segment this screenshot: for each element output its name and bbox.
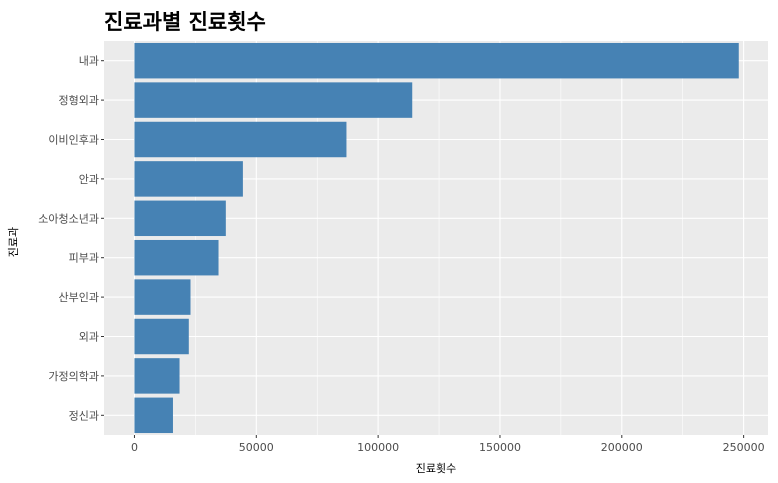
y-tick-label: 내과 (79, 55, 99, 68)
y-tick-label: 소아청소년과 (38, 212, 99, 225)
bar (134, 161, 243, 197)
bar (134, 200, 226, 237)
y-tick-label: 정신과 (69, 409, 99, 422)
x-tick-label: 200000 (601, 441, 643, 454)
y-tick-label: 가정의학과 (48, 370, 99, 383)
bar (134, 358, 180, 394)
y-tick-label: 이비인후과 (48, 134, 99, 147)
x-tick-label: 0 (131, 441, 138, 454)
x-axis: 0 50000 100000 150000 200000 250000 (131, 435, 765, 454)
y-tick-label: 외과 (79, 331, 99, 344)
chart-title: 진료과별 진료횟수 (104, 10, 266, 34)
bar (134, 121, 347, 158)
bar (134, 397, 173, 434)
y-tick-label: 피부과 (69, 252, 99, 265)
y-tick-label: 산부인과 (59, 291, 99, 304)
x-tick-label: 100000 (357, 441, 399, 454)
x-tick-label: 150000 (479, 441, 521, 454)
y-tick-label: 정형외과 (59, 94, 99, 107)
bar (134, 42, 739, 79)
y-tick-label: 안과 (79, 173, 99, 186)
bars (134, 42, 739, 434)
bar (134, 82, 413, 118)
bar (134, 239, 219, 276)
y-axis-title: 진료과 (7, 227, 20, 257)
bar (134, 279, 191, 315)
bar (134, 318, 189, 355)
x-tick-label: 50000 (239, 441, 274, 454)
x-axis-title: 진료횟수 (416, 462, 456, 475)
x-tick-label: 250000 (723, 441, 765, 454)
